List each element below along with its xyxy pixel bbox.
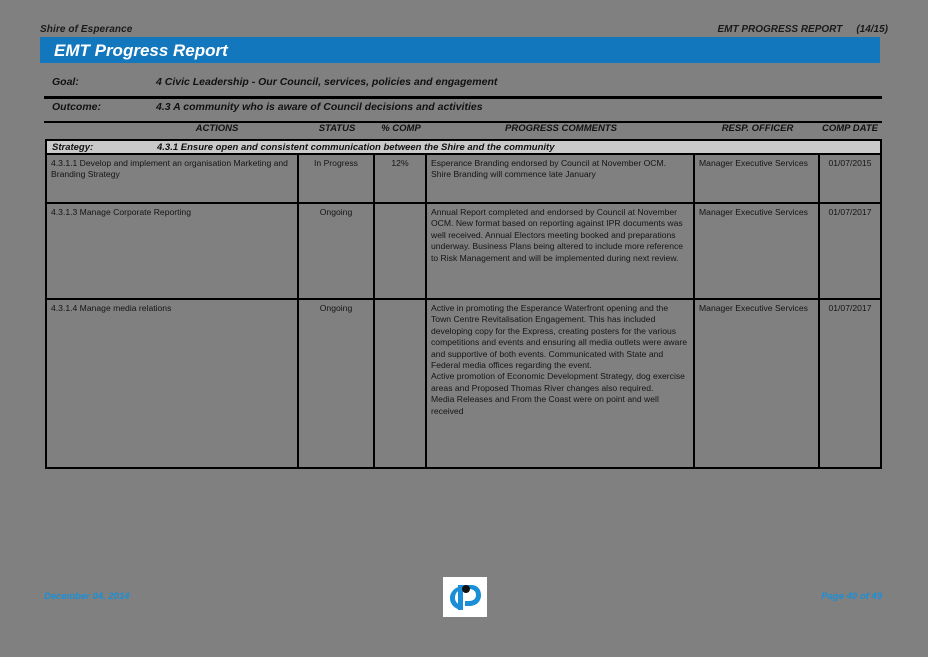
cell-status: In Progress	[299, 155, 375, 202]
header-organisation: Shire of Esperance	[40, 24, 133, 35]
outcome-value: 4.3 A community who is aware of Council …	[156, 101, 483, 113]
strategy-label: Strategy:	[52, 142, 94, 153]
shire-logo-icon	[450, 585, 481, 610]
shire-logo	[443, 577, 487, 617]
goal-row: Goal: 4 Civic Leadership - Our Council, …	[44, 74, 882, 99]
cell-action: 4.3.1.4 Manage media relations	[47, 300, 299, 467]
header-report-label: EMT PROGRESS REPORT	[717, 24, 843, 35]
cell-status: Ongoing	[299, 300, 375, 467]
column-header-status: STATUS	[318, 123, 356, 134]
column-header-resp-officer: RESP. OFFICER	[721, 123, 794, 134]
table-row[interactable]: 4.3.1.3 Manage Corporate Reporting Ongoi…	[47, 204, 880, 300]
cell-resp-officer: Manager Executive Services	[695, 300, 820, 467]
goal-value: 4 Civic Leadership - Our Council, servic…	[156, 76, 498, 88]
cell-progress-comments: Esperance Branding endorsed by Council a…	[427, 155, 695, 202]
column-header-percent-comp: % COMP	[381, 123, 421, 134]
cell-progress-comments: Active in promoting the Esperance Waterf…	[427, 300, 695, 467]
table-row[interactable]: 4.3.1.4 Manage media relations Ongoing A…	[47, 300, 880, 467]
strategy-row: Strategy: 4.3.1 Ensure open and consiste…	[45, 139, 882, 155]
cell-percent-comp: 12%	[375, 155, 427, 202]
title-banner: EMT Progress Report	[40, 37, 880, 63]
footer-date: December 04, 2014	[44, 591, 130, 602]
table-body: 4.3.1.1 Develop and implement an organis…	[45, 155, 882, 469]
table-row[interactable]: 4.3.1.1 Develop and implement an organis…	[47, 155, 880, 204]
strategy-value: 4.3.1 Ensure open and consistent communi…	[157, 142, 555, 153]
cell-comp-date: 01/07/2017	[828, 303, 872, 313]
cell-percent-comp	[375, 300, 427, 467]
header-page-count: (14/15)	[856, 24, 888, 35]
column-header-progress-comments: PROGRESS COMMENTS	[505, 123, 617, 134]
table-header-row: ACTIONS STATUS % COMP PROGRESS COMMENTS …	[45, 121, 882, 139]
column-header-comp-date: COMP DATE	[822, 123, 878, 134]
progress-table: ACTIONS STATUS % COMP PROGRESS COMMENTS …	[45, 121, 882, 469]
outcome-label: Outcome:	[52, 101, 102, 113]
running-header: Shire of Esperance EMT PROGRESS REPORT (1…	[40, 24, 888, 38]
page-title: EMT Progress Report	[54, 41, 228, 60]
goal-label: Goal:	[52, 76, 79, 88]
cell-progress-comments: Annual Report completed and endorsed by …	[427, 204, 695, 298]
header-report-title: EMT PROGRESS REPORT (14/15)	[717, 24, 888, 35]
cell-percent-comp	[375, 204, 427, 298]
outcome-row: Outcome: 4.3 A community who is aware of…	[44, 99, 882, 123]
cell-status: Ongoing	[299, 204, 375, 298]
cell-action: 4.3.1.3 Manage Corporate Reporting	[47, 204, 299, 298]
cell-action: 4.3.1.1 Develop and implement an organis…	[47, 155, 299, 202]
column-header-actions: ACTIONS	[195, 123, 239, 134]
cell-resp-officer: Manager Executive Services	[695, 155, 820, 202]
cell-comp-date: 01/07/2017	[828, 207, 872, 217]
cell-resp-officer: Manager Executive Services	[695, 204, 820, 298]
footer-page-number: Page 40 of 49	[821, 591, 882, 602]
cell-comp-date: 01/07/2015	[828, 158, 872, 168]
